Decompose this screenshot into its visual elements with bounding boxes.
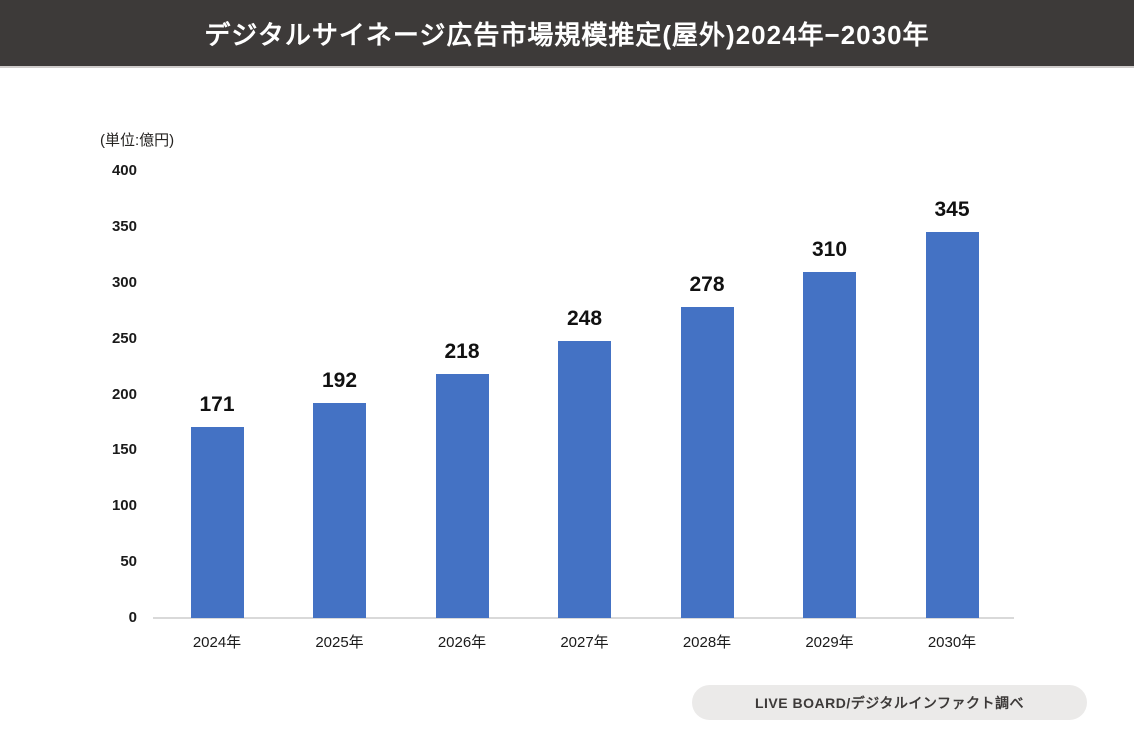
bar [190, 426, 244, 618]
bar-value-label: 192 [321, 369, 358, 393]
bar-value-label: 278 [689, 273, 725, 297]
bar [680, 307, 734, 618]
title-bar: デジタルサイネージ広告市場規模推定(屋外)2024年−2030年 [0, 0, 1134, 68]
bar [803, 271, 856, 618]
bar-value-label: 345 [934, 198, 970, 222]
x-tick-label: 2026年 [437, 634, 487, 651]
x-tick-label: 2027年 [560, 634, 609, 651]
bar [313, 403, 366, 618]
x-tick-label: 2030年 [927, 634, 977, 651]
bar-value-label: 171 [199, 392, 235, 416]
bar [435, 374, 489, 618]
x-axis-line [153, 617, 1014, 619]
y-tick-label: 100 [111, 497, 137, 515]
y-tick-label: 150 [111, 441, 137, 459]
x-tick-label: 2025年 [315, 634, 364, 651]
y-tick-label: 250 [111, 329, 137, 347]
y-tick-label: 200 [111, 385, 137, 403]
unit-label: (単位:億円) [100, 132, 175, 149]
y-tick-label: 50 [120, 553, 137, 571]
y-tick-label: 350 [111, 217, 137, 235]
bar-value-label: 310 [811, 237, 848, 261]
x-tick-label: 2024年 [192, 634, 242, 651]
bar-value-label: 218 [444, 340, 480, 364]
source-badge: LIVE BOARD/デジタルインファクト調べ [692, 685, 1087, 720]
bar-value-label: 248 [566, 306, 603, 330]
bar [558, 340, 611, 618]
y-tick-label: 300 [111, 273, 137, 291]
bar [925, 232, 979, 618]
y-tick-label: 0 [128, 609, 137, 626]
page-title: デジタルサイネージ広告市場規模推定(屋外)2024年−2030年 [204, 19, 930, 50]
x-tick-label: 2029年 [805, 634, 854, 651]
x-tick-label: 2028年 [682, 634, 732, 651]
y-tick-label: 400 [111, 162, 137, 179]
